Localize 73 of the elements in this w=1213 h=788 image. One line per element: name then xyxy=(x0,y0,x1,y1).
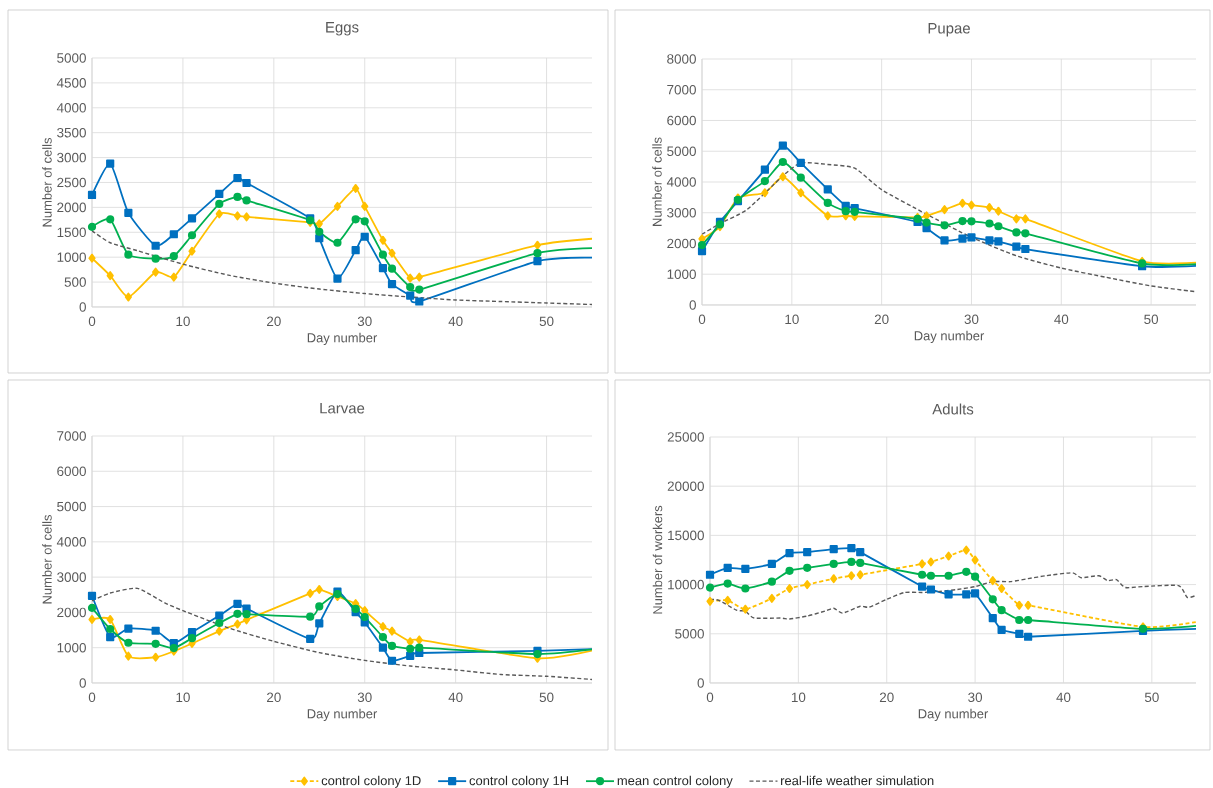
x-axis-title: Day number xyxy=(307,708,378,721)
y-axis-title: Number of workers xyxy=(652,505,663,614)
x-tick-label: 30 xyxy=(968,692,983,703)
y-tick-label: 5000 xyxy=(57,501,86,512)
x-tick-label: 50 xyxy=(539,316,554,327)
x-axis-title: Day number xyxy=(307,332,378,345)
x-tick-label: 40 xyxy=(448,316,463,327)
y-tick-label: 3000 xyxy=(667,207,696,218)
x-tick-label: 10 xyxy=(176,316,190,327)
y-tick-label: 2500 xyxy=(57,177,86,188)
y-tick-label: 3000 xyxy=(57,572,86,582)
chart-title: Adults xyxy=(932,403,974,415)
y-tick-label: 3500 xyxy=(57,127,86,138)
y-tick-label: 1000 xyxy=(667,269,696,279)
y-axis-title: Number of cells xyxy=(652,137,662,226)
chart-title: Larvae xyxy=(320,403,365,414)
x-tick-label: 30 xyxy=(357,692,372,703)
y-tick-label: 5000 xyxy=(667,146,696,156)
y-tick-label: 3000 xyxy=(57,152,86,163)
y-tick-label: 8000 xyxy=(667,54,696,64)
x-tick-label: 0 xyxy=(88,692,96,703)
y-axis-title: Number of cells xyxy=(42,137,52,227)
y-tick-label: 4500 xyxy=(56,78,86,88)
legend-label: mean control colony xyxy=(617,775,733,788)
x-tick-label: 40 xyxy=(1056,692,1071,703)
chart-title: Eggs xyxy=(326,22,359,36)
x-tick-label: 20 xyxy=(874,314,889,325)
y-tick-label: 0 xyxy=(79,678,86,688)
y-tick-label: 5000 xyxy=(675,629,704,639)
x-tick-label: 10 xyxy=(176,692,190,703)
y-tick-label: 7000 xyxy=(667,84,696,95)
y-tick-label: 2000 xyxy=(667,238,696,249)
y-tick-label: 1000 xyxy=(57,252,86,262)
x-tick-label: 30 xyxy=(357,316,372,327)
x-tick-label: 40 xyxy=(1054,314,1069,325)
y-tick-label: 6000 xyxy=(57,466,86,477)
y-tick-label: 10000 xyxy=(668,579,704,590)
y-tick-label: 500 xyxy=(64,277,86,287)
x-tick-label: 50 xyxy=(539,692,554,703)
x-tick-label: 0 xyxy=(706,692,714,703)
x-tick-label: 30 xyxy=(964,314,979,325)
x-tick-label: 40 xyxy=(448,692,463,703)
y-tick-label: 15000 xyxy=(668,530,704,541)
y-tick-label: 20000 xyxy=(667,481,704,491)
y-tick-label: 6000 xyxy=(667,115,696,126)
y-tick-label: 5000 xyxy=(57,53,86,63)
x-axis-title: Day number xyxy=(918,708,989,721)
y-tick-label: 0 xyxy=(697,678,704,688)
y-tick-label: 0 xyxy=(79,302,86,312)
y-tick-label: 1000 xyxy=(57,642,86,653)
legend-label: control colony 1D xyxy=(321,775,421,788)
x-tick-label: 10 xyxy=(785,314,799,325)
x-tick-label: 0 xyxy=(88,316,96,327)
chart-title: Pupae xyxy=(928,23,970,37)
x-axis-title: Day number xyxy=(914,330,985,343)
x-tick-label: 50 xyxy=(1144,692,1159,703)
x-tick-label: 20 xyxy=(267,316,281,327)
x-tick-label: 50 xyxy=(1144,314,1159,325)
y-tick-label: 4000 xyxy=(56,103,86,113)
y-axis-title: Number of cells xyxy=(42,514,52,604)
legend-label: control colony 1H xyxy=(469,775,569,788)
y-tick-label: 4000 xyxy=(56,537,86,547)
y-tick-label: 4000 xyxy=(666,177,696,187)
y-tick-label: 2000 xyxy=(57,202,86,213)
y-tick-label: 0 xyxy=(689,300,696,310)
legend-label: real-life weather simulation xyxy=(781,775,934,786)
x-tick-label: 20 xyxy=(879,692,894,703)
y-tick-label: 25000 xyxy=(667,432,704,442)
y-tick-label: 2000 xyxy=(57,607,86,618)
x-tick-label: 10 xyxy=(791,692,806,703)
y-tick-label: 7000 xyxy=(57,431,86,441)
x-tick-label: 20 xyxy=(267,692,281,703)
y-tick-label: 1500 xyxy=(57,227,86,238)
